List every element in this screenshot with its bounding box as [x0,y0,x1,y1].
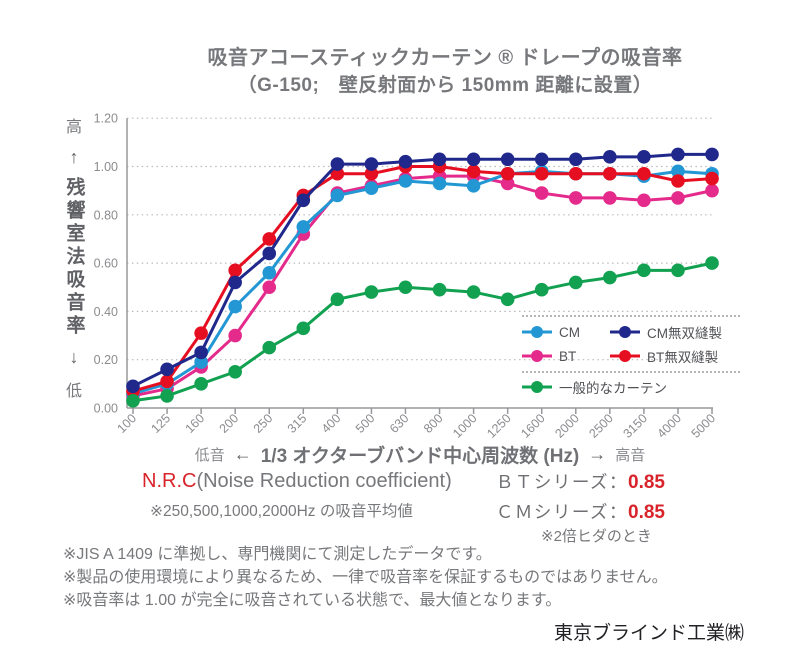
axes [126,118,713,414]
svg-text:125: 125 [149,411,174,436]
chart-title-line2: （G-150; 壁反射面から 150mm 距離に設置） [237,75,653,96]
cm-series-row: ＣＭシリーズ：0.85 [460,498,665,528]
legend-item-bt: BT [522,345,610,367]
svg-text:630: 630 [387,411,412,436]
footnotes: ※JIS A 1409 に準拠し、専門機関にて測定したデータです。 ※製品の使用… [63,543,668,612]
x-axis-high-label: 高音 [615,446,646,464]
svg-text:1.00: 1.00 [94,160,118,174]
legend-item-bt-muso: BT無双縫製 [610,345,740,367]
svg-text:100: 100 [114,411,139,436]
svg-text:800: 800 [421,411,446,436]
svg-text:1250: 1250 [484,411,514,441]
left-arrow-icon: ← [233,443,252,464]
svg-text:0.00: 0.00 [94,402,118,416]
footnote-environment: ※製品の使用環境により異なるため、一律で吸音率を保証するものではありません。 [63,569,668,586]
nrc-note: ※2倍ヒダのとき [541,528,652,545]
company-name: 東京ブラインド工業㈱ [553,623,744,644]
bt-series-value: 0.85 [628,472,665,493]
x-axis-label: 1/3 オクターブバンド中心周波数 (Hz) [260,445,580,467]
legend-divider [522,371,740,373]
nrc-series-values: ＢＴシリーズ：0.85 ＣＭシリーズ：0.85 [460,468,665,528]
legend-marker-bt-muso-icon [610,350,640,362]
svg-text:0.40: 0.40 [94,305,118,319]
svg-text:4000: 4000 [655,411,685,441]
chart-legend: CM CM無双縫製 BT BT無双縫製 一般的なカーテン [522,315,740,398]
down-arrow-icon: ↓ [69,347,79,368]
bt-series-label: ＢＴシリーズ： [495,472,629,492]
svg-text:160: 160 [183,411,208,436]
x-tick-labels: 100 125 160 200 250 315 400 500 630 800 1000 1250 16… [114,411,718,441]
right-arrow-icon: → [588,443,607,464]
cm-series-label: ＣＭシリーズ： [495,502,629,522]
bt-series-row: ＢＴシリーズ：0.85 [460,468,665,498]
y-axis-label: 残響室法吸音率 [63,176,85,338]
series-一般的なカーテン [126,256,719,408]
svg-text:5000: 5000 [689,411,719,441]
legend-marker-cm-icon [522,326,552,338]
svg-text:0.20: 0.20 [94,353,118,367]
legend-label: CM無双縫製 [647,326,722,341]
legend-label: BT [559,348,577,364]
svg-text:250: 250 [251,411,276,436]
chart-title: 吸音アコースティックカーテン ® ドレープの吸音率 （G-150; 壁反射面から… [90,44,800,100]
footnote-jis: ※JIS A 1409 に準拠し、専門機関にて測定したデータです。 [63,546,492,563]
legend-item-general-curtain: 一般的なカーテン [522,376,740,398]
footnote-max-value: ※吸音率は 1.00 が完全に吸音されている状態で、最大値となります。 [63,592,562,609]
chart-title-line1: 吸音アコースティックカーテン ® ドレープの吸音率 [207,47,683,69]
nrc-full: (Noise Reduction coefficient) [196,470,452,492]
series-CM無双縫製 [126,147,719,394]
svg-text:315: 315 [285,411,310,436]
legend-marker-cm-muso-icon [610,326,640,338]
svg-text:3150: 3150 [620,411,650,441]
legend-item-cm: CM [522,321,610,343]
svg-text:1600: 1600 [518,411,548,441]
up-arrow-icon: ↑ [69,146,79,167]
svg-text:0.80: 0.80 [94,208,118,222]
absorption-line-chart: 0.00 0.20 0.40 0.60 0.80 1.00 1.20 100 125 160 200… [94,112,719,441]
legend-label: BT無双縫製 [647,350,719,365]
svg-text:2500: 2500 [586,411,616,441]
svg-text:1000: 1000 [450,411,480,441]
x-axis-caption: 低音 ← 1/3 オクターブバンド中心周波数 (Hz) → 高音 [127,440,713,468]
svg-text:0.60: 0.60 [94,257,118,271]
y-axis-title: 高 ↑ 残響室法吸音率 ↓ 低 [56,113,92,401]
legend-label: CM [559,324,580,340]
legend-item-cm-muso: CM無双縫製 [610,321,740,343]
cm-series-value: 0.85 [628,502,665,523]
nrc-heading: N.R.C(Noise Reduction coefficient) [142,470,452,493]
svg-text:2000: 2000 [552,411,582,441]
legend-group-series: CM CM無双縫製 BT BT無双縫製 [522,321,740,367]
x-axis-low-label: 低音 [194,446,225,464]
legend-marker-general-curtain-icon [522,381,552,393]
legend-marker-bt-icon [522,350,552,362]
svg-text:400: 400 [319,411,344,436]
nrc-abbr: N.R.C [142,470,197,492]
svg-text:1.20: 1.20 [94,112,118,126]
y-axis-low-label: 低 [65,383,82,400]
legend-label: 一般的なカーテン [559,381,667,396]
nrc-subtitle: ※250,500,1000,2000Hz の吸音平均値 [150,503,413,520]
svg-text:500: 500 [353,411,378,436]
svg-text:200: 200 [217,411,242,436]
y-axis-high-label: 高 [65,119,82,136]
y-tick-labels: 0.00 0.20 0.40 0.60 0.80 1.00 1.20 [94,112,118,416]
